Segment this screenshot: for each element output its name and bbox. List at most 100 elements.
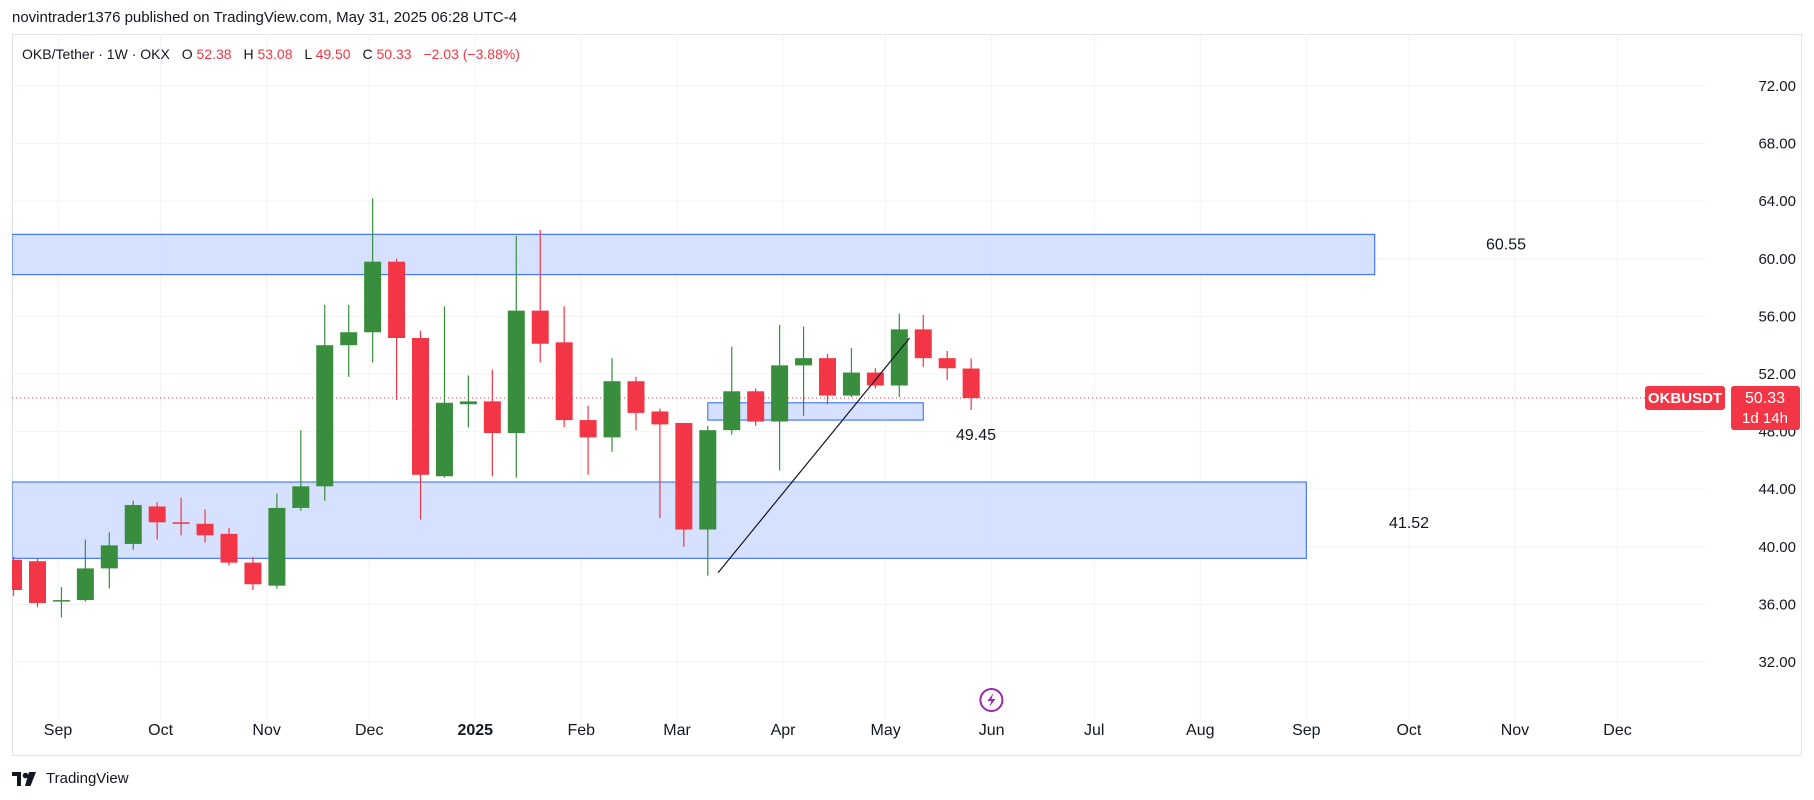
x-tick-label: Feb <box>567 722 595 739</box>
candle-body <box>340 332 358 346</box>
candle-body <box>459 401 477 405</box>
y-tick-label: 36.00 <box>1758 596 1796 613</box>
candle-body <box>603 381 621 438</box>
candle-body <box>962 368 980 399</box>
candle-body <box>819 358 836 396</box>
tradingview-logo-icon[interactable] <box>12 771 40 786</box>
candle-body <box>124 505 142 544</box>
event-layer <box>979 688 1004 712</box>
candle-body <box>244 562 262 585</box>
candle-body <box>483 401 501 434</box>
candle-body <box>12 559 23 590</box>
candle-body <box>723 391 741 431</box>
legend-open-value: 52.38 <box>197 46 232 62</box>
legend-low-label: L <box>304 46 312 62</box>
legend-symbol: OKB/Tether · 1W · OKX <box>22 46 170 62</box>
x-tick-label: Dec <box>355 722 383 739</box>
legend-open-label: O <box>182 46 193 62</box>
x-tick-label: Jun <box>979 722 1005 739</box>
x-tick-label: Nov <box>252 722 280 739</box>
zone-label: 41.52 <box>1389 515 1429 532</box>
candle-body <box>412 338 430 475</box>
y-tick-label: 52.00 <box>1758 366 1796 383</box>
x-tick-label: May <box>871 722 901 739</box>
candle-body <box>76 568 94 601</box>
support-resistance-zone <box>12 233 1376 276</box>
candle-body <box>771 365 789 422</box>
candle-body <box>747 391 765 422</box>
lightning-icon[interactable] <box>979 688 1004 712</box>
candle-body <box>938 358 956 369</box>
candle-body <box>100 545 118 569</box>
legend-high-value: 53.08 <box>257 46 292 62</box>
y-axis: 72.0068.0064.0060.0056.0052.0048.0044.00… <box>1758 78 1796 671</box>
legend-close-value: 50.33 <box>377 46 412 62</box>
candle-body <box>795 358 813 366</box>
candle-body <box>196 523 214 536</box>
candle-body <box>579 420 597 438</box>
candle-body <box>292 486 310 508</box>
candle-body <box>28 561 46 603</box>
support-resistance-zone <box>12 481 1307 559</box>
legend-low-value: 49.50 <box>316 46 351 62</box>
y-tick-label: 40.00 <box>1758 539 1796 556</box>
trendline <box>717 337 911 574</box>
x-axis: Sep Oct Nov Dec 2025 Feb Mar Apr May Jun Jul Aug Sep… <box>44 722 1632 739</box>
candle-body <box>268 507 286 586</box>
candle-body <box>842 372 860 396</box>
candle-body <box>914 329 932 359</box>
x-tick-label: 2025 <box>457 722 493 739</box>
x-tick-label: Sep <box>44 722 73 739</box>
x-tick-label: Oct <box>148 722 173 739</box>
y-tick-label: 44.00 <box>1758 481 1796 498</box>
chart-frame[interactable] <box>12 34 1802 756</box>
candle-body <box>52 600 70 602</box>
legend-close-label: C <box>363 46 373 62</box>
candle-body <box>531 310 549 344</box>
x-tick-label: Mar <box>663 722 691 739</box>
y-tick-label: 68.00 <box>1758 136 1796 153</box>
countdown-label: 1d 14h <box>1742 410 1788 427</box>
y-tick-label: 60.00 <box>1758 251 1796 268</box>
candles-layer <box>12 198 980 618</box>
symbol-badge <box>1645 386 1725 411</box>
zone-label: 49.45 <box>956 427 996 444</box>
x-tick-label: Nov <box>1501 722 1529 739</box>
candle-body <box>220 533 238 563</box>
trendline-layer <box>717 337 911 574</box>
candle-body <box>507 310 525 434</box>
last-price-badge <box>1731 386 1800 431</box>
candle-body <box>435 402 453 477</box>
lightning-bolt-glyph <box>987 693 996 707</box>
y-tick-label: 56.00 <box>1758 308 1796 325</box>
legend-high-label: H <box>243 46 253 62</box>
x-tick-label: Apr <box>771 722 797 739</box>
candle-body <box>890 329 908 386</box>
price-badges-layer: OKBUSDT 50.33 1d 14h <box>1645 386 1800 431</box>
x-tick-label: Sep <box>1292 722 1321 739</box>
y-tick-label: 32.00 <box>1758 654 1796 671</box>
footer: TradingView <box>12 770 129 787</box>
x-tick-label: Oct <box>1396 722 1421 739</box>
candle-body <box>627 381 645 413</box>
x-tick-label: Jul <box>1084 722 1104 739</box>
zone-labels-layer: 60.55 41.52 49.45 <box>956 236 1526 532</box>
legend-change: −2.03 (−3.88%) <box>423 46 520 62</box>
last-price-label: 50.33 <box>1745 390 1785 407</box>
published-header: novintrader1376 published on TradingView… <box>12 9 518 26</box>
symbol-badge-label: OKBUSDT <box>1648 390 1722 407</box>
zone-label: 60.55 <box>1486 236 1526 253</box>
y-tick-label: 72.00 <box>1758 78 1796 95</box>
candle-body <box>555 342 573 421</box>
x-tick-label: Dec <box>1603 722 1631 739</box>
candle-body <box>388 261 406 338</box>
y-tick-label: 64.00 <box>1758 193 1796 210</box>
candle-body <box>316 345 334 487</box>
tradingview-brand[interactable]: TradingView <box>46 770 129 787</box>
candle-body <box>651 411 669 425</box>
candle-body <box>148 506 166 523</box>
legend: OKB/Tether · 1W · OKX O 52.38 H 53.08 L … <box>22 46 520 62</box>
zones-layer <box>12 233 1376 559</box>
x-tick-label: Aug <box>1186 722 1214 739</box>
